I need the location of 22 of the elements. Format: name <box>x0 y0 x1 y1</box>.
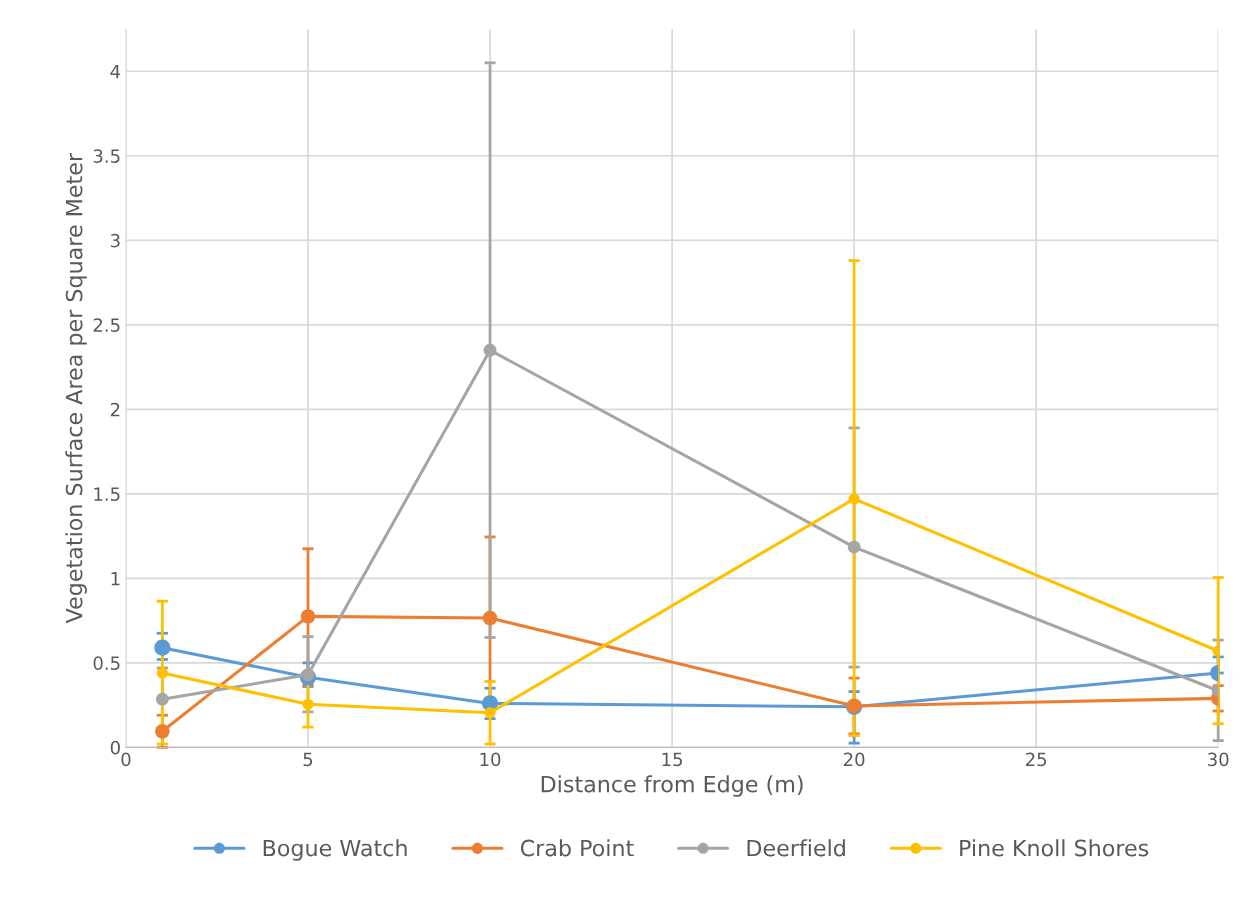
y-tick-label: 2.5 <box>93 318 120 332</box>
y-tick-label: 1.5 <box>94 487 120 501</box>
x-tick-label: 15 <box>662 752 682 767</box>
x-axis-title: Distance from Edge (m) <box>541 775 803 797</box>
y-tick-label: 4 <box>110 64 121 79</box>
x-tick-label: 10 <box>480 752 501 767</box>
x-tick-label: 25 <box>1025 752 1047 767</box>
y-tick-label: 3.5 <box>93 149 120 163</box>
legend-label: Bogue Watch <box>263 839 407 861</box>
y-tick-label: 0.5 <box>93 656 120 670</box>
x-tick-label: 5 <box>303 752 313 767</box>
x-tick-label: 30 <box>1208 752 1229 767</box>
legend-label: Crab Point <box>520 839 634 857</box>
y-tick-label: 3 <box>110 233 120 248</box>
x-tick-label: 0 <box>121 752 131 767</box>
x-tick-label: 20 <box>843 752 865 767</box>
y-axis-title: Vegetation Surface Area per Square Meter <box>65 152 87 624</box>
y-tick-label: 1 <box>111 572 120 586</box>
y-tick-label: 2 <box>110 402 120 417</box>
legend-label: Deerfield <box>747 839 845 857</box>
legend-label: Pine Knoll Shores <box>960 839 1149 857</box>
y-tick-label: 0 <box>110 740 120 755</box>
